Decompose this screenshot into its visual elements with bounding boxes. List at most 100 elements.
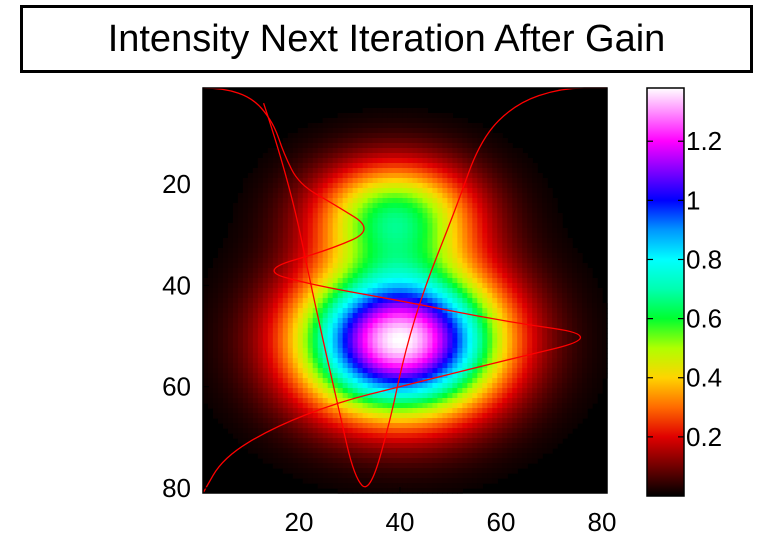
heatmap-cell [502,433,508,439]
heatmap-cell [392,218,399,224]
heatmap-cell [552,443,558,449]
heatmap-cell [497,353,503,359]
heatmap-cell [387,358,394,364]
heatmap-cell [327,358,334,364]
heatmap-cell [537,393,543,399]
heatmap-cell [537,303,543,309]
heatmap-cell [297,333,304,339]
heatmap-cell [267,423,274,429]
heatmap-cell [527,228,533,234]
heatmap-cell [352,458,359,464]
heatmap-cell [252,218,259,224]
heatmap-cell [517,383,523,389]
heatmap-cell [302,153,309,159]
heatmap-cell [422,293,429,299]
heatmap-cell [207,278,214,284]
heatmap-cell [317,233,324,239]
heatmap-cell [377,363,384,369]
heatmap-cell [497,463,503,469]
heatmap-cell [467,433,473,439]
heatmap-cell [337,248,344,254]
heatmap-cell [397,108,404,114]
heatmap-cell [517,228,523,234]
heatmap-cell [352,278,359,284]
heatmap-cell [327,203,334,209]
heatmap-cell [382,483,389,489]
heatmap-cell [267,158,274,164]
heatmap-cell [487,248,493,254]
heatmap-cell [492,403,498,409]
heatmap-cell [422,373,429,379]
heatmap-cell [422,463,429,469]
heatmap-cell [542,343,548,349]
heatmap-cell [337,218,344,224]
heatmap-cell [522,458,528,464]
heatmap-cell [327,278,334,284]
heatmap-cell [557,348,563,354]
heatmap-cell [487,233,493,239]
heatmap-cell [417,343,424,349]
heatmap-cell [407,478,414,484]
heatmap-cell [422,138,429,144]
heatmap-cell [427,463,434,469]
heatmap-cell [462,308,468,314]
heatmap-cell [362,378,369,384]
heatmap-cell [492,263,498,269]
heatmap-cell [312,138,319,144]
heatmap-cell [347,418,354,424]
heatmap-cell [512,393,518,399]
heatmap-cell [232,273,239,279]
heatmap-cell [562,233,568,239]
heatmap-cell [267,213,274,219]
heatmap-cell [302,353,309,359]
heatmap-cell [437,303,444,309]
heatmap-cell [557,213,563,219]
heatmap-cell [467,293,473,299]
heatmap-cell [472,443,478,449]
heatmap-cell [407,278,414,284]
heatmap-cell [337,468,344,474]
heatmap-cell [337,418,344,424]
heatmap-cell [522,233,528,239]
heatmap-cell [527,338,533,344]
heatmap-cell [227,258,234,264]
heatmap-cell [312,388,319,394]
heatmap-cell [552,343,558,349]
heatmap-cell [367,333,374,339]
heatmap-cell [497,288,503,294]
heatmap-cell [382,148,389,154]
heatmap-cell [537,448,543,454]
heatmap-cell [362,333,369,339]
heatmap-cell [312,458,319,464]
heatmap-cell [297,248,304,254]
heatmap-cell [372,173,379,179]
heatmap-cell [547,308,553,314]
heatmap-cell [467,383,473,389]
heatmap-cell [282,303,289,309]
heatmap-cell [332,463,339,469]
heatmap-cell [382,368,389,374]
heatmap-cell [217,363,224,369]
heatmap-cell [447,153,453,159]
heatmap-cell [337,213,344,219]
heatmap-cell [322,413,329,419]
heatmap-cell [237,408,244,414]
heatmap-cell [212,393,219,399]
heatmap-cell [512,163,518,169]
heatmap-cell [317,248,324,254]
heatmap-cell [247,218,254,224]
heatmap-cell [442,463,448,469]
heatmap-cell [457,133,463,139]
heatmap-cell [467,373,473,379]
heatmap-cell [512,433,518,439]
heatmap-cell [532,293,538,299]
heatmap-cell [342,203,349,209]
heatmap-cell [227,308,234,314]
heatmap-cell [472,213,478,219]
heatmap-cell [557,273,563,279]
heatmap-cell [542,383,548,389]
heatmap-cell [497,323,503,329]
heatmap-cell [527,373,533,379]
heatmap-cell [327,468,334,474]
heatmap-cell [337,283,344,289]
